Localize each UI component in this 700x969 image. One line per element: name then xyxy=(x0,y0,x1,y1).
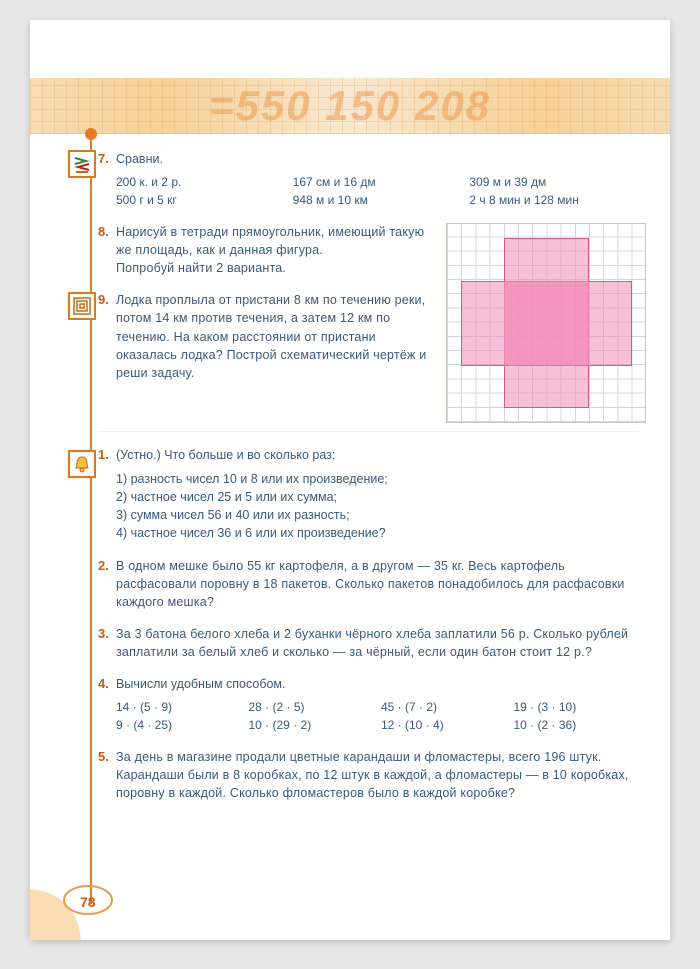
content-area: 7. Сравни. 200 к. и 2 р. 167 см и 16 дм … xyxy=(116,150,646,816)
calc-row: 9 · (4 · 25) 10 · (29 · 2) 12 · (10 · 4)… xyxy=(116,717,646,734)
list-item: 2) частное чисел 25 и 5 или их сумма; xyxy=(116,488,646,506)
task-b5: 5. За день в магазине продали цветные ка… xyxy=(116,748,646,802)
compare-row: 500 г и 5 кг 948 м и 10 км 2 ч 8 мин и 1… xyxy=(116,192,646,209)
header-band: =550 150 208 xyxy=(30,78,670,134)
task-text: Лодка проплыла от пристани 8 км по течен… xyxy=(116,291,434,382)
task-intro: (Устно.) Что больше и во сколько раз: xyxy=(116,446,646,464)
page-number-badge: 78 xyxy=(68,890,116,918)
task-number: 3. xyxy=(98,625,109,644)
task-text: За день в магазине продали цветные каран… xyxy=(116,748,646,802)
calc-row: 14 · (5 · 9) 28 · (2 · 5) 45 · (7 · 2) 1… xyxy=(116,699,646,716)
task-b2: 2. В одном мешке было 55 кг картофеля, а… xyxy=(116,557,646,611)
task-text: За 3 батона белого хлеба и 2 буханки чёр… xyxy=(116,625,646,661)
task-number: 2. xyxy=(98,557,109,576)
task-b1: 1. (Устно.) Что больше и во сколько раз:… xyxy=(116,446,646,543)
task-8-9-wrap: 8. Нарисуй в тетради прямоугольник, имею… xyxy=(116,223,646,423)
list-item: 3) сумма чисел 56 и 40 или их разность; xyxy=(116,506,646,524)
pink-center xyxy=(504,281,589,366)
compare-icon xyxy=(68,150,96,178)
task-title: Сравни. xyxy=(116,150,646,168)
compare-row: 200 к. и 2 р. 167 см и 16 дм 309 м и 39 … xyxy=(116,174,646,191)
divider xyxy=(98,431,638,432)
task-b3: 3. За 3 батона белого хлеба и 2 буханки … xyxy=(116,625,646,661)
page-number: 78 xyxy=(80,894,96,910)
task-number: 5. xyxy=(98,748,109,767)
list-item: 1) разность чисел 10 и 8 или их произвед… xyxy=(116,470,646,488)
header-numbers: =550 150 208 xyxy=(30,82,670,130)
grid-figure xyxy=(446,223,646,423)
task-b4: 4. Вычисли удобным способом. 14 · (5 · 9… xyxy=(116,675,646,734)
task-number: 7. xyxy=(98,150,109,169)
task-text: Нарисуй в тетради прямоугольник, имеющий… xyxy=(116,225,424,257)
task-9: 9. Лодка проплыла от пристани 8 км по те… xyxy=(116,291,434,382)
margin-vertical-line xyxy=(90,134,92,904)
task-number: 1. xyxy=(98,446,109,465)
maze-icon xyxy=(68,292,96,320)
task-number: 9. xyxy=(98,291,109,310)
task-7: 7. Сравни. 200 к. и 2 р. 167 см и 16 дм … xyxy=(116,150,646,209)
task-title: Вычисли удобным способом. xyxy=(116,675,646,693)
task-text: Попробуй найти 2 варианта. xyxy=(116,261,286,275)
task-number: 4. xyxy=(98,675,109,694)
task-text: В одном мешке было 55 кг картофеля, а в … xyxy=(116,557,646,611)
bell-icon xyxy=(68,450,96,478)
task-number: 8. xyxy=(98,223,109,242)
list-item: 4) частное чисел 36 и 6 или их произведе… xyxy=(116,524,646,542)
task-8: 8. Нарисуй в тетради прямоугольник, имею… xyxy=(116,223,434,277)
textbook-page: =550 150 208 7. Сравни. 200 к. и 2 р. 16… xyxy=(30,20,670,940)
